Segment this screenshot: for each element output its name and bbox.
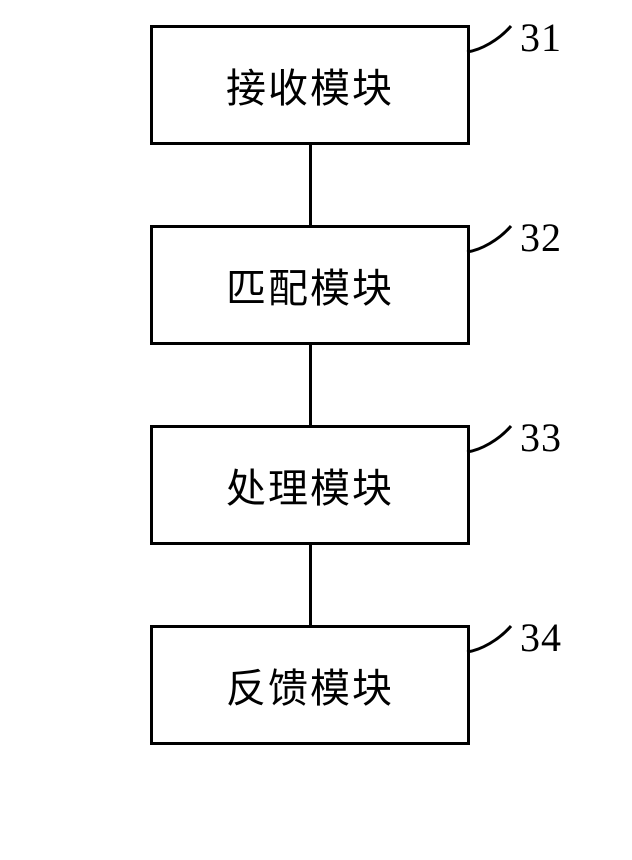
node-match-label: 匹配模块 [226, 256, 394, 314]
callout-3 [467, 426, 511, 452]
connector-2-3 [309, 345, 312, 425]
node-receive: 接收模块 31 [150, 25, 470, 145]
ref-label-4: 34 [520, 614, 562, 661]
node-group-1: 接收模块 31 [70, 25, 550, 225]
node-group-4: 反馈模块 34 [70, 625, 550, 745]
callout-4 [467, 626, 511, 652]
flowchart-container: 接收模块 31 匹配模块 32 处理模块 33 反馈模块 [70, 25, 550, 745]
node-group-3: 处理模块 33 [70, 425, 550, 625]
node-feedback: 反馈模块 34 [150, 625, 470, 745]
ref-label-1: 31 [520, 14, 562, 61]
callout-1 [467, 26, 511, 52]
node-match: 匹配模块 32 [150, 225, 470, 345]
node-process-label: 处理模块 [226, 456, 394, 514]
ref-label-3: 33 [520, 414, 562, 461]
node-group-2: 匹配模块 32 [70, 225, 550, 425]
node-receive-label: 接收模块 [226, 56, 394, 114]
connector-3-4 [309, 545, 312, 625]
callout-2 [467, 226, 511, 252]
ref-label-2: 32 [520, 214, 562, 261]
node-feedback-label: 反馈模块 [226, 656, 394, 714]
node-process: 处理模块 33 [150, 425, 470, 545]
connector-1-2 [309, 145, 312, 225]
